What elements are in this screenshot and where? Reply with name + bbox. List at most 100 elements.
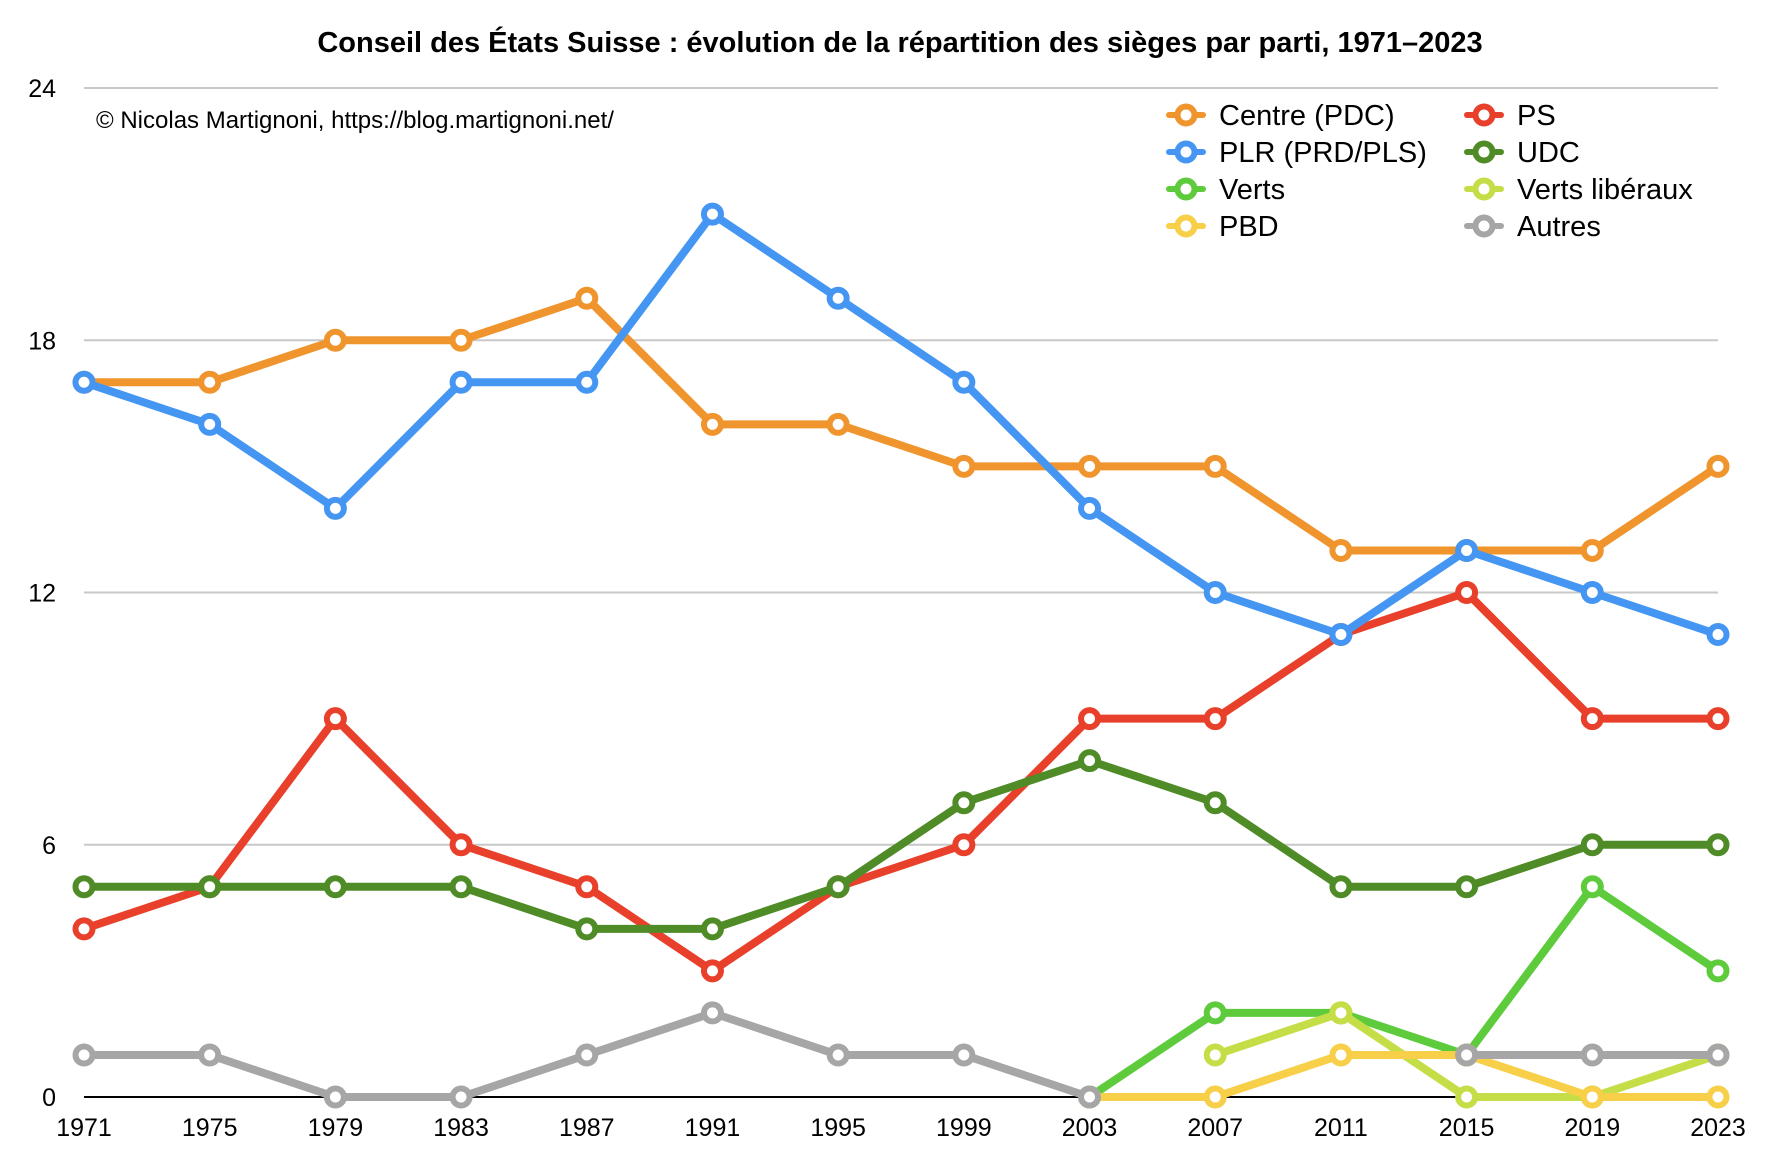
y-tick-label: 18 (28, 327, 56, 355)
x-tick-label: 2011 (1314, 1114, 1368, 1142)
data-point (700, 1001, 724, 1025)
legend-swatch-marker (1174, 177, 1198, 201)
data-point (1203, 581, 1227, 604)
data-point (449, 833, 473, 857)
data-point (1580, 581, 1604, 604)
data-point (826, 286, 850, 310)
data-point (1580, 875, 1604, 899)
data-point (1203, 791, 1227, 815)
data-point (323, 875, 347, 899)
y-axis-ticks: 0 6 12 18 24 (28, 75, 56, 1112)
y-tick-label: 12 (28, 580, 56, 608)
y-tick-label: 0 (42, 1084, 56, 1112)
data-point (1329, 538, 1353, 562)
legend-label: PBD (1219, 211, 1279, 243)
data-point (1455, 538, 1479, 562)
data-point (700, 202, 724, 226)
data-point (575, 875, 599, 899)
legend-item: PS (1464, 100, 1556, 132)
data-point (1329, 1043, 1353, 1067)
data-point (1706, 833, 1730, 857)
data-point (826, 1043, 850, 1067)
data-point (1078, 749, 1102, 773)
data-point (826, 412, 850, 436)
series-line (80, 756, 1722, 933)
x-tick-label: 1979 (308, 1114, 364, 1142)
data-point (952, 1043, 976, 1067)
x-tick-label: 2019 (1564, 1114, 1620, 1142)
data-point (1706, 959, 1730, 983)
data-point (1580, 1085, 1604, 1109)
legend-label: Verts libéraux (1517, 174, 1693, 206)
x-tick-label: 2023 (1690, 1114, 1746, 1142)
legend-item: PLR (PRD/PLS) (1166, 137, 1427, 169)
data-point (198, 370, 222, 394)
data-point (1203, 707, 1227, 731)
data-point (700, 412, 724, 436)
chart-credit: © Nicolas Martignoni, https://blog.marti… (96, 107, 614, 134)
series-line (80, 294, 1722, 555)
x-tick-label: 2007 (1187, 1114, 1243, 1142)
data-point (198, 1043, 222, 1067)
data-point (1078, 1085, 1102, 1109)
data-point (198, 875, 222, 899)
legend-swatch-marker (1472, 140, 1496, 164)
data-point (1455, 875, 1479, 899)
data-point (700, 917, 724, 941)
data-point (323, 328, 347, 352)
data-point (1329, 1001, 1353, 1025)
data-point (575, 286, 599, 310)
series-PLR (PRD/PLS) (72, 202, 1730, 647)
legend-item: UDC (1464, 137, 1580, 169)
data-point (1203, 1043, 1227, 1067)
data-point (1455, 1043, 1479, 1067)
data-point (1706, 1043, 1730, 1067)
series-Verts (1078, 875, 1730, 1109)
x-tick-label: 1983 (433, 1114, 489, 1142)
legend-label: Centre (PDC) (1219, 100, 1395, 132)
data-point (1329, 623, 1353, 647)
data-point (1580, 1043, 1604, 1067)
data-point (1455, 1085, 1479, 1109)
data-point (1329, 875, 1353, 899)
data-point (198, 412, 222, 436)
data-point (72, 917, 96, 941)
legend-swatch-marker (1174, 214, 1198, 238)
data-point (1203, 1085, 1227, 1109)
data-point (323, 1085, 347, 1109)
data-point (1078, 496, 1102, 520)
legend-label: PS (1517, 100, 1556, 132)
series-lines (72, 202, 1730, 1109)
x-tick-label: 1991 (685, 1114, 741, 1142)
legend-swatch-marker (1174, 140, 1198, 164)
series-line (1085, 882, 1722, 1101)
data-point (1203, 454, 1227, 478)
data-point (449, 328, 473, 352)
legend: Centre (PDC) PS PLR (PRD/PLS) UDC Verts Verts… (1166, 100, 1693, 243)
data-point (1706, 623, 1730, 647)
series-UDC (72, 749, 1730, 941)
x-tick-label: 1999 (936, 1114, 992, 1142)
data-point (1706, 707, 1730, 731)
data-point (72, 1043, 96, 1067)
series-line (1085, 1050, 1722, 1101)
legend-label: Autres (1517, 211, 1601, 243)
data-point (72, 875, 96, 899)
data-point (1078, 707, 1102, 731)
series-Centre (PDC) (72, 286, 1730, 562)
y-tick-label: 24 (28, 75, 56, 103)
data-point (826, 875, 850, 899)
data-point (952, 791, 976, 815)
data-point (1580, 538, 1604, 562)
legend-item: PBD (1166, 211, 1279, 243)
x-tick-label: 1971 (56, 1114, 112, 1142)
legend-swatch-marker (1472, 214, 1496, 238)
data-point (575, 917, 599, 941)
data-point (1455, 581, 1479, 604)
legend-label: Verts (1219, 174, 1285, 206)
data-point (1078, 454, 1102, 478)
legend-swatch-marker (1472, 103, 1496, 127)
chart-title: Conseil des États Suisse : évolution de … (317, 25, 1482, 59)
data-point (952, 833, 976, 857)
